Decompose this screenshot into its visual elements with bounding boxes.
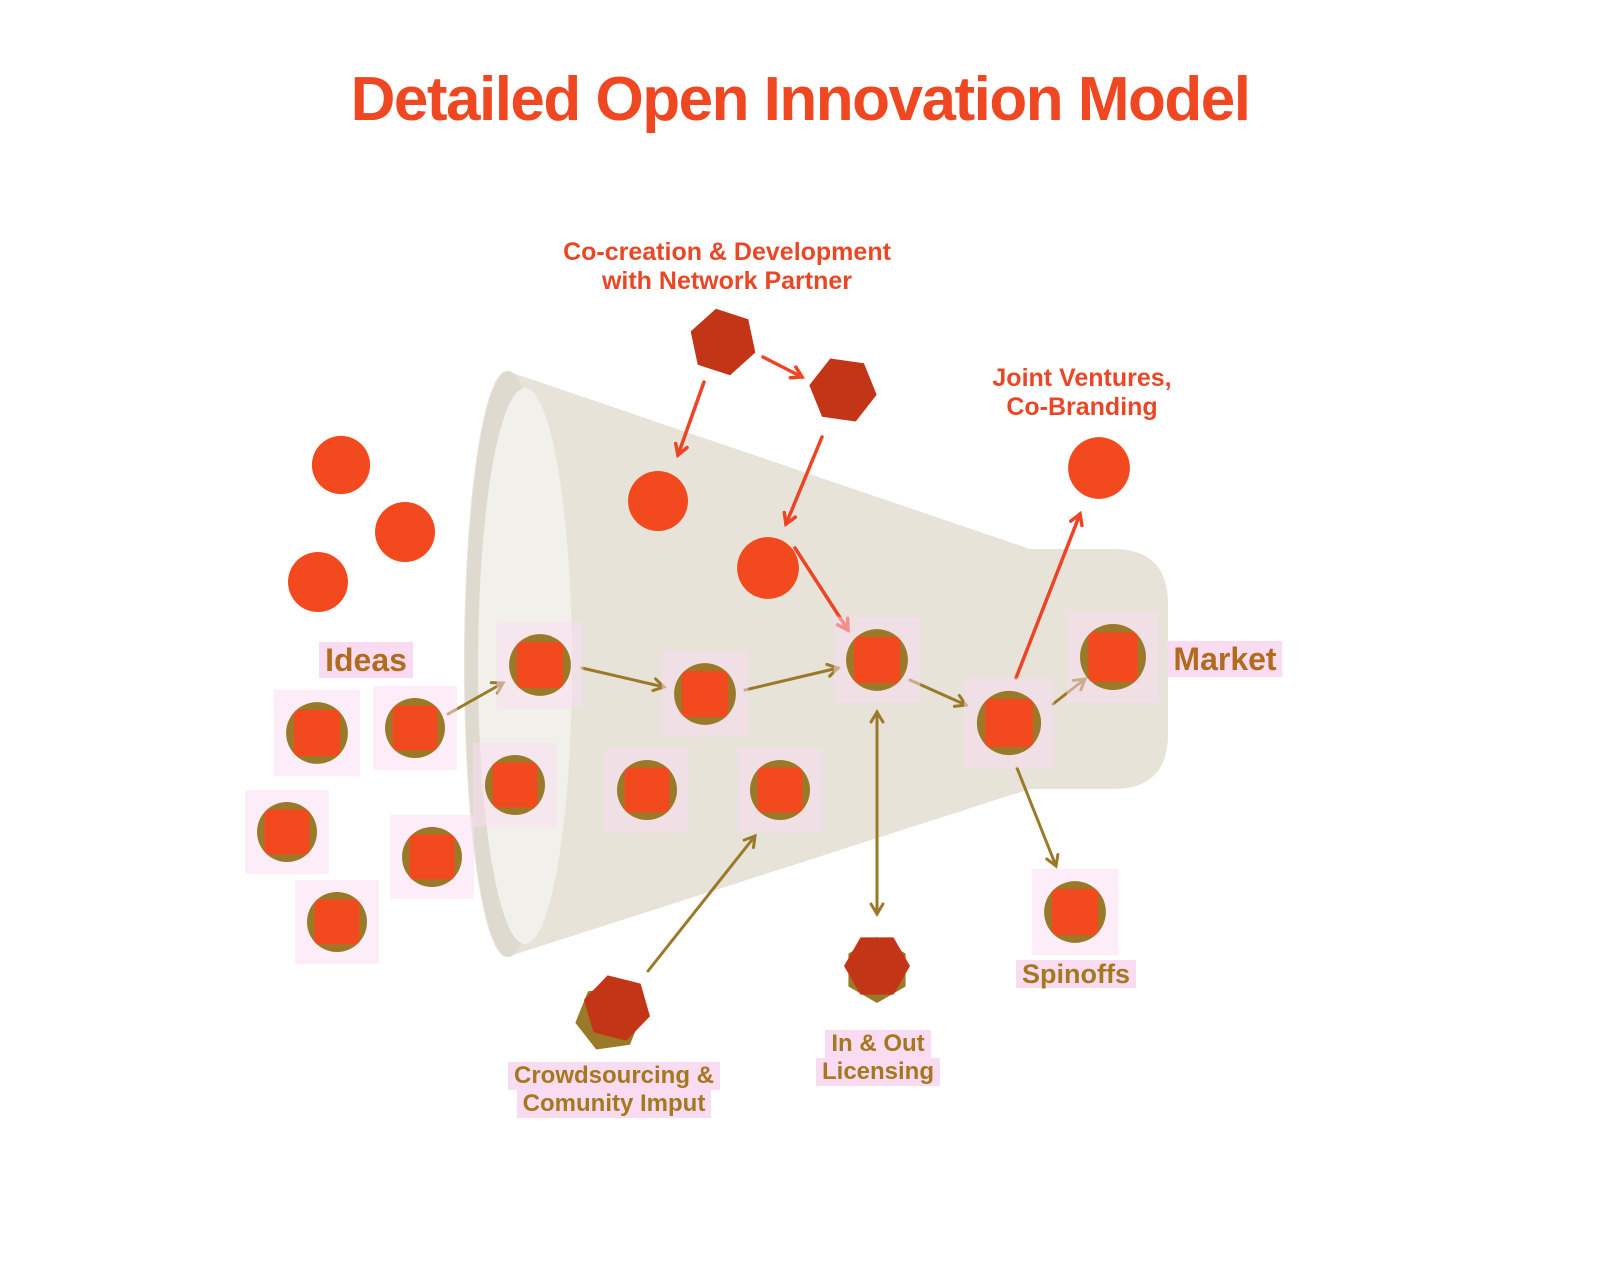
- arrow-cocreation-in-2: [782, 435, 824, 528]
- label-joint-ventures: Joint Ventures, Co-Branding: [992, 364, 1172, 421]
- label-co-creation: Co-creation & Development with Network P…: [563, 238, 891, 295]
- idea-dots: [245, 435, 1160, 964]
- flow-arrow: [743, 662, 841, 692]
- idea-dot: [373, 686, 457, 770]
- funnel-dot: [661, 650, 749, 738]
- funnel-dot: [473, 743, 557, 827]
- page-title: Detailed Open Innovation Model: [350, 65, 1251, 134]
- market-dot: [1066, 610, 1160, 704]
- crowdsourcing-hexagon: [575, 975, 650, 1050]
- licensing-hexagon: [844, 936, 910, 1004]
- arrow-crowdsourcing-in: [646, 833, 757, 973]
- funnel-dot: [605, 748, 689, 832]
- arrow-cocreation-merge: [793, 546, 850, 633]
- funnel-dot: [738, 748, 822, 832]
- idea-dot: [295, 880, 379, 964]
- funnel-dot: [833, 616, 921, 704]
- label-crowdsourcing: Crowdsourcing & Comunity Imput: [507, 1062, 721, 1118]
- arrow-cocreation-in-1: [673, 380, 706, 459]
- joint-ventures-dot: [1068, 437, 1130, 499]
- arrow-to-joint-ventures: [1014, 510, 1084, 680]
- idea-dot: [628, 471, 688, 531]
- flow-arrow: [580, 666, 667, 693]
- idea-dot: [245, 790, 329, 874]
- label-licensing: In & Out Licensing: [815, 1030, 941, 1086]
- idea-dot: [375, 502, 435, 562]
- idea-dot: [288, 552, 348, 612]
- network-partner-hexagon: [809, 358, 877, 422]
- label-spinoffs: Spinoffs: [1016, 960, 1136, 988]
- arrow-ideas-into-funnel: [446, 681, 506, 716]
- funnel-hub-dot: [964, 678, 1054, 768]
- spinoffs-dot: [1031, 868, 1119, 956]
- network-partner-hexagon: [690, 308, 756, 376]
- funnel-dot: [496, 621, 584, 709]
- idea-dot: [390, 815, 474, 899]
- label-market: Market: [1167, 641, 1283, 677]
- idea-dot: [737, 537, 799, 599]
- arrow-to-spinoffs: [1015, 766, 1060, 869]
- arrow-hex-to-hex: [761, 355, 806, 380]
- idea-dot: [273, 689, 361, 777]
- label-ideas: Ideas: [319, 642, 413, 678]
- idea-dot: [311, 435, 371, 495]
- partner-hexagons: [575, 308, 910, 1050]
